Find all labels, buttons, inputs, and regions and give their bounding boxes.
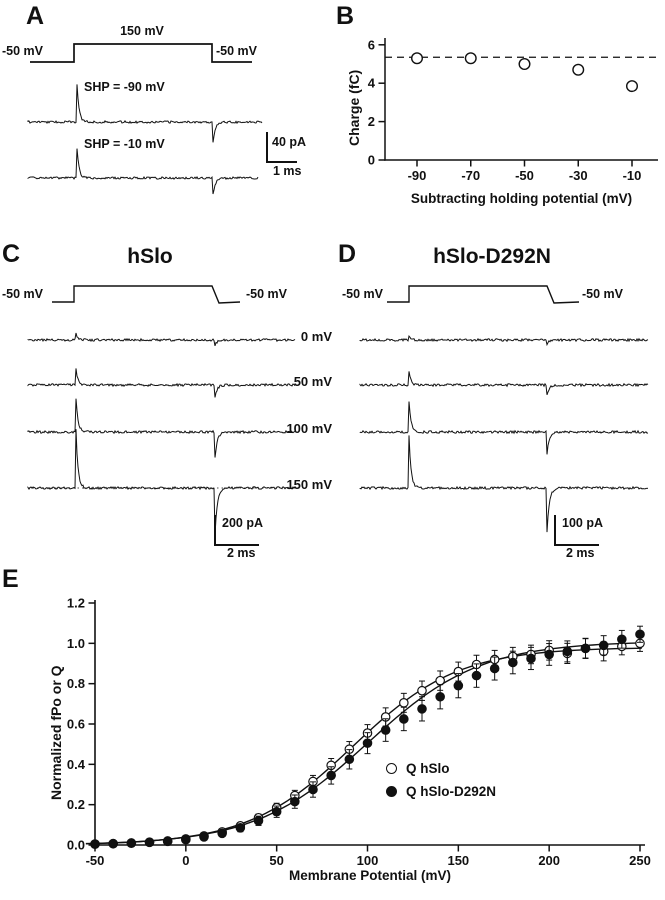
panel-d-letter: D	[338, 240, 357, 268]
panel-c-scalebar-current-label: 200 pA	[222, 516, 263, 530]
svg-text:200: 200	[538, 853, 560, 868]
trace-voltage-label-50mv: 50 mV	[293, 374, 332, 389]
svg-text:2: 2	[368, 114, 375, 129]
panel-a-shp-minus10-label: SHP = -10 mV	[84, 137, 165, 151]
panel-c-letter: C	[2, 240, 21, 268]
panel-d: D hSlo-D292N -50 mV -50 mV 100 pA 2 ms	[335, 240, 665, 570]
panel-b-chart-canvas: 0 2 4 6 -90 -70 -50 -30 -10	[368, 37, 658, 183]
legend-item-hslo-d292n: Q hSlo-D292N	[386, 784, 496, 799]
svg-text:100: 100	[357, 853, 379, 868]
panel-b-letter: B	[336, 2, 355, 30]
panel-d-holding-left-label: -50 mV	[342, 287, 383, 301]
panel-a-canvas	[27, 43, 297, 195]
panel-e-chart-canvas: 0.0 0.2 0.4 0.6 0.8 1.0 1.2 -50 0 50 100 150 200 250	[67, 596, 651, 869]
panel-d-holding-right-label: -50 mV	[582, 287, 623, 301]
legend-label-hslo: Q hSlo	[406, 761, 450, 776]
svg-text:0.4: 0.4	[67, 757, 86, 772]
trace-voltage-label-100mv: 100 mV	[286, 421, 332, 436]
legend-label-hslo-d292n: Q hSlo-D292N	[406, 784, 497, 799]
svg-text:0: 0	[368, 153, 375, 168]
svg-text:-10: -10	[623, 168, 642, 183]
svg-text:-50: -50	[86, 853, 105, 868]
filled-circle-icon	[386, 786, 397, 797]
trace-voltage-label-150mv: 150 mV	[286, 477, 332, 492]
svg-text:-50: -50	[515, 168, 534, 183]
legend-item-hslo: Q hSlo	[386, 761, 496, 776]
panel-a-scalebar-current-label: 40 pA	[272, 135, 307, 149]
svg-text:0.8: 0.8	[67, 676, 85, 691]
trace-voltage-label-0mv: 0 mV	[300, 329, 332, 344]
svg-text:4: 4	[368, 76, 376, 91]
panel-b-x-axis-title: Subtracting holding potential (mV)	[410, 191, 633, 206]
panel-c-holding-right-label: -50 mV	[246, 287, 287, 301]
panel-d-canvas	[359, 285, 649, 546]
svg-text:0.0: 0.0	[67, 838, 85, 853]
panel-a-shp-minus90-label: SHP = -90 mV	[84, 80, 165, 94]
panel-c-holding-left-label: -50 mV	[2, 287, 43, 301]
svg-text:0.2: 0.2	[67, 797, 85, 812]
svg-text:1.2: 1.2	[67, 596, 85, 611]
panel-d-title: hSlo-D292N	[433, 245, 551, 268]
svg-text:250: 250	[629, 853, 651, 868]
svg-text:1.0: 1.0	[67, 636, 85, 651]
svg-text:6: 6	[368, 37, 375, 52]
svg-text:0.6: 0.6	[67, 717, 85, 732]
svg-text:-30: -30	[569, 168, 588, 183]
panel-c-canvas	[27, 285, 302, 546]
panel-a-step-voltage-label: 150 mV	[120, 24, 164, 38]
panel-b-y-axis-title: Charge (fC)	[346, 69, 362, 146]
panel-c: C hSlo -50 mV -50 mV 200 pA 2 ms	[0, 240, 332, 570]
open-circle-icon	[386, 763, 397, 774]
panel-a: A -50 mV 150 mV -50 mV SHP = -90 mV SHP …	[0, 0, 332, 235]
panel-c-scalebar-time-label: 2 ms	[227, 546, 256, 560]
panel-e-letter: E	[2, 565, 19, 593]
svg-text:150: 150	[447, 853, 469, 868]
svg-text:50: 50	[269, 853, 283, 868]
svg-text:-70: -70	[461, 168, 480, 183]
svg-text:-90: -90	[408, 168, 427, 183]
panel-d-scalebar-current-label: 100 pA	[562, 516, 603, 530]
svg-text:0: 0	[182, 853, 189, 868]
panel-e-x-axis-title: Membrane Potential (mV)	[288, 868, 452, 883]
panel-a-holding-right-label: -50 mV	[216, 44, 257, 58]
panel-a-letter: A	[26, 2, 45, 30]
panel-e-y-axis-title: Normalized fPo or Q	[48, 665, 64, 800]
panel-b: 0 2 4 6 -90 -70 -50 -30 -10 B Charge (fC) Subtra…	[330, 0, 665, 235]
panel-c-title: hSlo	[127, 245, 173, 268]
panel-e: 0.0 0.2 0.4 0.6 0.8 1.0 1.2 -50 0 50 100 150 200 250 …	[0, 565, 665, 900]
panel-d-scalebar-time-label: 2 ms	[566, 546, 595, 560]
panel-a-scalebar-time-label: 1 ms	[273, 164, 302, 178]
panel-a-holding-left-label: -50 mV	[2, 44, 43, 58]
panel-e-legend: Q hSlo Q hSlo-D292N	[386, 761, 496, 799]
